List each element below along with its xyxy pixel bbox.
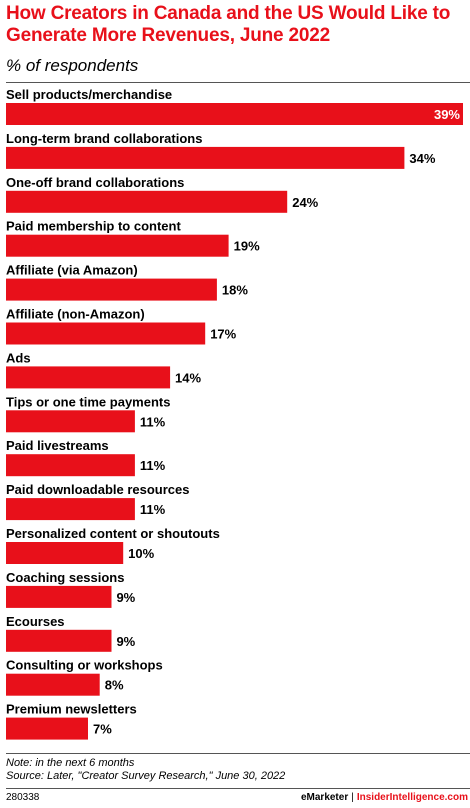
top-divider xyxy=(6,82,470,83)
bar xyxy=(6,366,171,389)
category-label: Long-term brand collaborations xyxy=(6,131,202,146)
bottom-divider xyxy=(6,753,470,754)
value-label: 34% xyxy=(409,151,435,166)
value-label: 11% xyxy=(140,458,166,473)
bar xyxy=(6,146,405,169)
category-label: One-off brand collaborations xyxy=(6,175,184,190)
chart-id: 280338 xyxy=(6,792,40,803)
emarketer-logo-text: eMarketer xyxy=(300,792,349,803)
bar xyxy=(6,717,88,740)
brand-separator: | xyxy=(351,792,354,803)
value-label: 19% xyxy=(234,239,260,254)
bar xyxy=(6,322,206,345)
value-label: 14% xyxy=(175,370,201,385)
value-label: 8% xyxy=(105,678,124,693)
bar xyxy=(6,454,135,477)
bar xyxy=(6,585,112,608)
category-label: Paid membership to content xyxy=(6,219,181,234)
category-label: Personalized content or shoutouts xyxy=(6,526,220,541)
value-label: 17% xyxy=(210,327,236,342)
bar xyxy=(6,190,288,213)
chart-note: Note: in the next 6 months xyxy=(6,757,135,769)
footer-divider xyxy=(6,788,470,789)
footer-brand: eMarketer | InsiderIntelligence.com xyxy=(301,792,468,803)
value-label: 10% xyxy=(128,546,154,561)
category-label: Paid livestreams xyxy=(6,438,109,453)
bar-chart: Sell products/merchandise 39% Long-term br… xyxy=(6,87,463,740)
value-label: 24% xyxy=(292,195,318,210)
bar xyxy=(6,103,463,125)
bar xyxy=(6,673,100,696)
category-label: Tips or one time payments xyxy=(6,394,170,409)
category-label: Paid downloadable resources xyxy=(6,482,190,497)
value-label: 11% xyxy=(140,414,166,429)
category-label: Sell products/merchandise xyxy=(6,87,172,102)
bar xyxy=(6,629,112,652)
bar xyxy=(6,498,135,521)
category-label: Affiliate (via Amazon) xyxy=(6,263,138,278)
chart-source: Source: Later, "Creator Survey Research,… xyxy=(6,770,286,782)
category-label: Ecourses xyxy=(6,614,65,629)
chart-title: How Creators in Canada and the US Would … xyxy=(6,3,451,46)
bar xyxy=(6,542,124,564)
category-label: Affiliate (non-Amazon) xyxy=(6,307,145,322)
value-label: 18% xyxy=(222,283,248,298)
category-label: Coaching sessions xyxy=(6,570,124,585)
bar xyxy=(6,410,135,433)
category-label: Consulting or workshops xyxy=(6,658,163,673)
bar xyxy=(6,234,229,257)
category-label: Premium newsletters xyxy=(6,702,137,717)
chart-subtitle: % of respondents xyxy=(6,56,139,75)
value-label: 7% xyxy=(93,722,112,737)
bar xyxy=(6,278,217,301)
insider-intelligence-link[interactable]: InsiderIntelligence.com xyxy=(356,792,468,803)
value-label: 9% xyxy=(116,634,135,649)
value-label: 11% xyxy=(140,502,166,517)
category-label: Ads xyxy=(6,350,31,365)
value-label: 39% xyxy=(434,107,460,122)
value-label: 9% xyxy=(116,590,135,605)
